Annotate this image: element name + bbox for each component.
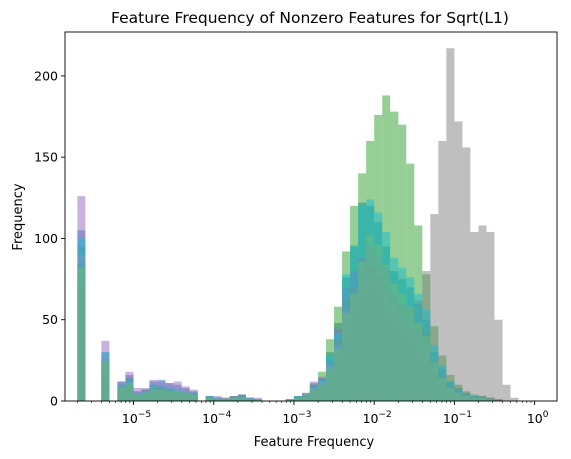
x-tick-base: 10	[527, 411, 543, 426]
histogram-bar	[422, 310, 430, 401]
x-tick-exponent: −4	[218, 410, 232, 420]
x-tick-exponent: 0	[543, 410, 549, 420]
histogram-bar	[174, 390, 182, 401]
x-tick-base: 10	[363, 411, 379, 426]
histogram-bar	[366, 199, 374, 401]
histogram-bar	[462, 395, 470, 402]
histogram-bar	[182, 391, 190, 401]
histogram-bar	[190, 393, 198, 401]
histogram-bar	[486, 232, 494, 401]
x-tick-exponent: −2	[378, 410, 391, 420]
histogram-bar	[302, 395, 310, 402]
histogram-bar	[294, 396, 302, 401]
y-tick-label: 150	[34, 150, 58, 165]
histogram-bar	[142, 391, 150, 401]
histogram-bar	[310, 386, 318, 401]
x-tick-base: 10	[443, 411, 459, 426]
histogram-bar	[134, 393, 142, 401]
histogram-bar	[117, 385, 125, 401]
histogram-bar	[414, 294, 422, 401]
histogram-bar	[503, 385, 511, 401]
chart-title: Feature Frequency of Nonzero Features fo…	[111, 9, 509, 27]
histogram-bar	[166, 388, 174, 401]
histogram-bar	[382, 232, 390, 401]
histogram-bar	[479, 398, 487, 401]
histogram-bar	[430, 346, 438, 401]
histogram-bar	[326, 355, 334, 401]
histogram-bar	[446, 381, 454, 401]
histogram-bar	[125, 380, 133, 401]
x-axis-label: Feature Frequency	[254, 435, 375, 450]
histogram-bar	[238, 396, 246, 401]
histogram-bar	[374, 212, 382, 401]
x-tick-base: 10	[122, 411, 138, 426]
histogram-bar	[454, 121, 462, 401]
x-tick-exponent: −5	[138, 410, 151, 420]
x-tick-base: 10	[282, 411, 298, 426]
histogram-bar	[214, 398, 222, 401]
histogram-bar	[454, 390, 462, 401]
y-tick-label: 50	[42, 312, 58, 327]
histogram-bar	[495, 320, 503, 401]
histogram-bar	[101, 352, 109, 401]
histogram-bar	[462, 147, 470, 401]
x-tick-exponent: −1	[459, 410, 472, 420]
histogram-bar	[470, 396, 478, 401]
histogram-bar	[77, 238, 85, 401]
histogram-bar	[230, 398, 238, 401]
histogram-bar	[390, 258, 398, 401]
y-tick-label: 0	[50, 394, 58, 409]
histogram-bar	[398, 268, 406, 401]
y-axis-label: Frequency	[11, 183, 26, 250]
histogram-bar	[438, 365, 446, 401]
histogram-bar	[334, 333, 342, 401]
histogram-bar	[406, 277, 414, 401]
histogram-bar	[438, 141, 446, 401]
x-tick-exponent: −3	[298, 410, 311, 420]
histogram-bar	[206, 396, 214, 401]
histogram-bar	[358, 206, 366, 401]
histogram-bar	[246, 398, 254, 401]
histogram-bar	[511, 398, 519, 401]
histogram-bar	[342, 274, 350, 401]
histogram-bar	[350, 245, 358, 401]
histogram-bar	[479, 225, 487, 401]
x-tick-base: 10	[202, 411, 218, 426]
histogram-bar	[158, 386, 166, 401]
histogram-bar	[470, 232, 478, 401]
histogram-bar	[149, 385, 157, 401]
y-tick-label: 200	[34, 68, 58, 83]
histogram-bar	[446, 48, 454, 401]
y-tick-label: 100	[34, 231, 58, 246]
histogram-bar	[318, 380, 326, 401]
